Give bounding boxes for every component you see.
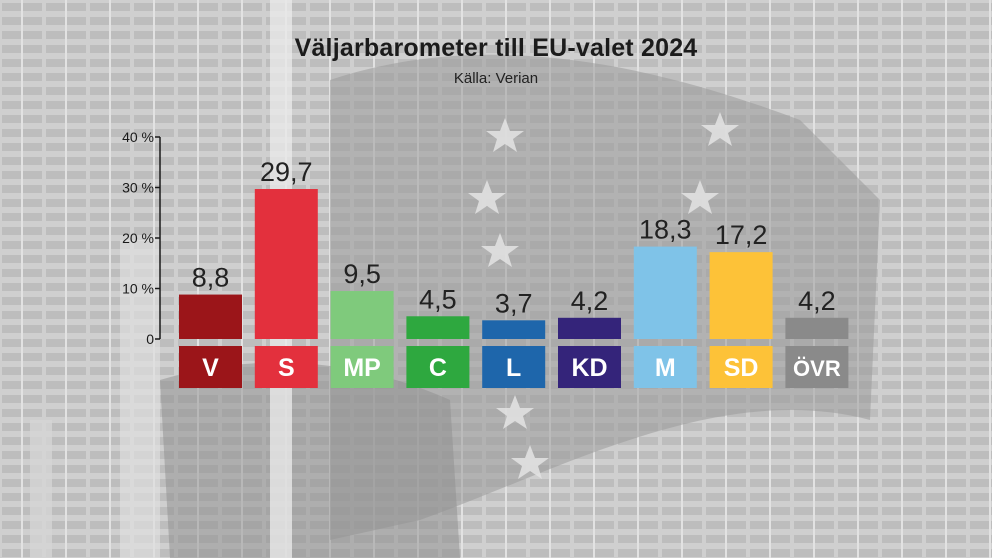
chart-source: Källa: Verian <box>453 70 539 87</box>
bar-övr <box>785 317 849 339</box>
category-label: S <box>278 354 295 382</box>
bar-sd <box>709 252 773 339</box>
y-tick-label: 20 % <box>122 230 154 246</box>
category-box <box>406 346 470 388</box>
category-box <box>709 346 773 388</box>
category-label: V <box>202 354 219 382</box>
category-label: M <box>655 354 676 382</box>
category-box <box>558 346 621 388</box>
bar-v <box>179 294 242 339</box>
bar-c <box>406 316 470 339</box>
data-label: 18,3 <box>639 215 692 245</box>
data-label: 4,2 <box>798 286 836 316</box>
category-box <box>482 346 546 388</box>
category-label: SD <box>724 354 759 382</box>
bar-m <box>633 246 697 339</box>
category-box <box>179 346 242 388</box>
chart-title: Väljarbarometer till EU-valet 2024 <box>294 34 698 62</box>
data-label: 4,5 <box>419 284 457 314</box>
category-label: L <box>506 354 521 382</box>
data-label: 8,8 <box>192 263 230 293</box>
category-box <box>254 346 318 388</box>
category-box <box>330 346 394 388</box>
bar-s <box>254 189 318 339</box>
data-label: 3,7 <box>495 288 533 318</box>
y-tick-label: 30 % <box>122 180 154 196</box>
data-label: 4,2 <box>571 286 609 316</box>
y-tick-label: 40 % <box>122 129 154 145</box>
category-box <box>633 346 697 388</box>
y-tick-label: 0 <box>146 331 154 347</box>
category-box <box>785 346 849 388</box>
bar-mp <box>330 291 394 339</box>
category-label: MP <box>343 354 381 382</box>
category-label: ÖVR <box>793 356 841 381</box>
category-label: KD <box>571 354 607 382</box>
data-label: 29,7 <box>260 157 313 187</box>
bar-l <box>482 320 546 339</box>
category-label: C <box>429 354 447 382</box>
data-label: 17,2 <box>715 220 768 250</box>
bar-kd <box>558 317 621 339</box>
data-label: 9,5 <box>343 259 381 289</box>
y-tick-label: 10 % <box>122 281 154 297</box>
